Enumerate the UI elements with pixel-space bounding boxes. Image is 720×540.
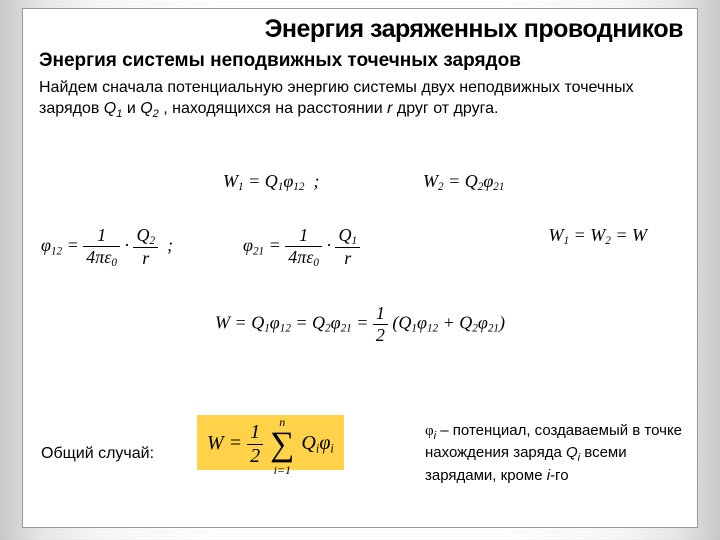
half-num: 1 [373,303,388,324]
general-explanation: φi – потенциал, создаваемый в точке нахо… [425,421,683,485]
expl-Q: Q [566,444,578,461]
eq-w1: W1 = Q1φ12 ; [223,171,319,193]
sum-symbol: n ∑ i=1 [270,428,294,462]
slide-card: Энергия заряженных проводников Энергия с… [22,8,698,528]
den-4pe-a: 4πε [86,247,111,267]
sum-top: n [270,416,294,428]
general-row: Общий случай: W = 12 n ∑ i=1 Qiφi φi – п… [23,411,697,521]
eq-w2: W2 = Q2φ21 [423,171,504,193]
eq-main: W = Q1φ12 = Q2φ21 = 12 (Q1φ12 + Q2φ21) [23,303,697,346]
para-t2: и [122,100,140,117]
den-r-a: r [133,247,158,269]
num-1b: 1 [285,225,322,246]
expl-t1: – потенциал, создаваемый в точке нахожде… [425,422,682,461]
den-4pe-b: 4πε [288,247,313,267]
expl-t3: -го [550,467,568,484]
num-1a: 1 [83,225,120,246]
para-q1: Q [104,100,116,117]
intro-paragraph: Найдем сначала потенциальную энергию сис… [23,74,697,127]
general-label: Общий случай: [41,445,154,463]
gen-half-num: 1 [247,421,263,444]
eq-phi12: φ12 = 14πε0 · Q2r ; [41,225,173,269]
half-den: 2 [373,324,388,346]
eq-phi21: φ21 = 14πε0 · Q1r [243,225,360,269]
para-q2: Q [140,100,152,117]
slide-title: Энергия заряженных проводников [23,9,697,46]
den-r-b: r [335,247,360,269]
sum-bot: i=1 [270,464,294,476]
expl-phi: φ [425,423,434,439]
general-equation: W = 12 n ∑ i=1 Qiφi [197,415,344,470]
slide-subtitle: Энергия системы неподвижных точечных зар… [23,46,697,74]
para-t3: , находящихся на расстоянии [159,100,387,117]
gen-half-den: 2 [247,444,263,468]
para-t4: друг от друга. [392,100,498,117]
eq-w-equal: W1 = W2 = W [549,225,647,247]
